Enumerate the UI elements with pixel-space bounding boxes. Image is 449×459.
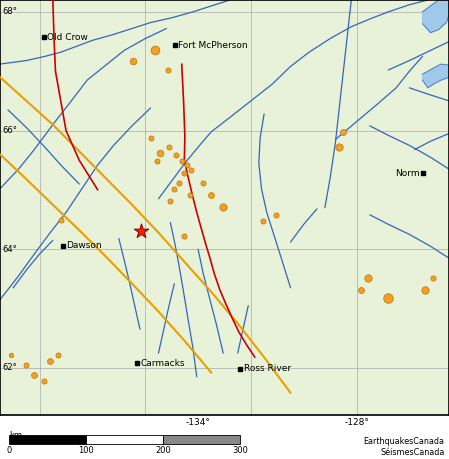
Text: 66°: 66° [2, 126, 17, 135]
Point [137, 228, 144, 235]
Point [220, 203, 227, 210]
Point [178, 158, 185, 165]
Point [365, 274, 372, 281]
Text: Dawson: Dawson [66, 241, 102, 250]
Point [259, 217, 266, 224]
Point [171, 185, 178, 192]
Point [336, 144, 343, 151]
Text: km: km [9, 431, 22, 440]
Bar [163, 435, 241, 444]
Point [384, 294, 392, 302]
Point [340, 128, 347, 135]
Point [207, 191, 214, 198]
Text: 200: 200 [155, 446, 171, 455]
Text: Old Crow: Old Crow [47, 33, 88, 42]
Point [164, 67, 172, 74]
Polygon shape [423, 64, 449, 88]
Point [154, 158, 161, 165]
Text: 0: 0 [6, 446, 12, 455]
Text: 68°: 68° [2, 7, 17, 17]
Point [30, 371, 37, 379]
Text: -128°: -128° [344, 418, 369, 427]
Point [147, 134, 154, 141]
Text: -134°: -134° [185, 418, 211, 427]
Text: EarthquakesCanada
SéismesCanada: EarthquakesCanada SéismesCanada [364, 437, 445, 457]
Point [421, 286, 428, 293]
Point [151, 47, 158, 54]
Point [46, 357, 53, 364]
Point [186, 191, 193, 198]
Point [57, 216, 64, 223]
Point [172, 152, 179, 159]
Point [199, 179, 207, 186]
Point [188, 167, 195, 174]
Text: Fort McPherson: Fort McPherson [178, 40, 248, 50]
Text: 100: 100 [78, 446, 94, 455]
Point [156, 150, 163, 157]
Point [429, 274, 436, 281]
Point [167, 197, 174, 204]
Point [54, 351, 61, 358]
Text: 300: 300 [233, 446, 248, 455]
Point [181, 233, 188, 240]
Point [176, 179, 183, 186]
Point [22, 361, 30, 369]
Point [7, 351, 14, 358]
Text: 62°: 62° [2, 364, 17, 372]
Point [273, 211, 280, 218]
Polygon shape [423, 0, 449, 33]
Point [130, 57, 137, 64]
Point [181, 170, 188, 177]
Point [41, 377, 48, 385]
Bar [86, 435, 163, 444]
Text: Norm: Norm [395, 169, 419, 178]
Point [357, 286, 364, 293]
Point [165, 144, 172, 151]
Bar [9, 435, 86, 444]
Point [183, 161, 190, 168]
Text: 64°: 64° [2, 245, 17, 254]
Text: Carmacks: Carmacks [141, 358, 185, 368]
Text: Ross River: Ross River [243, 364, 291, 373]
